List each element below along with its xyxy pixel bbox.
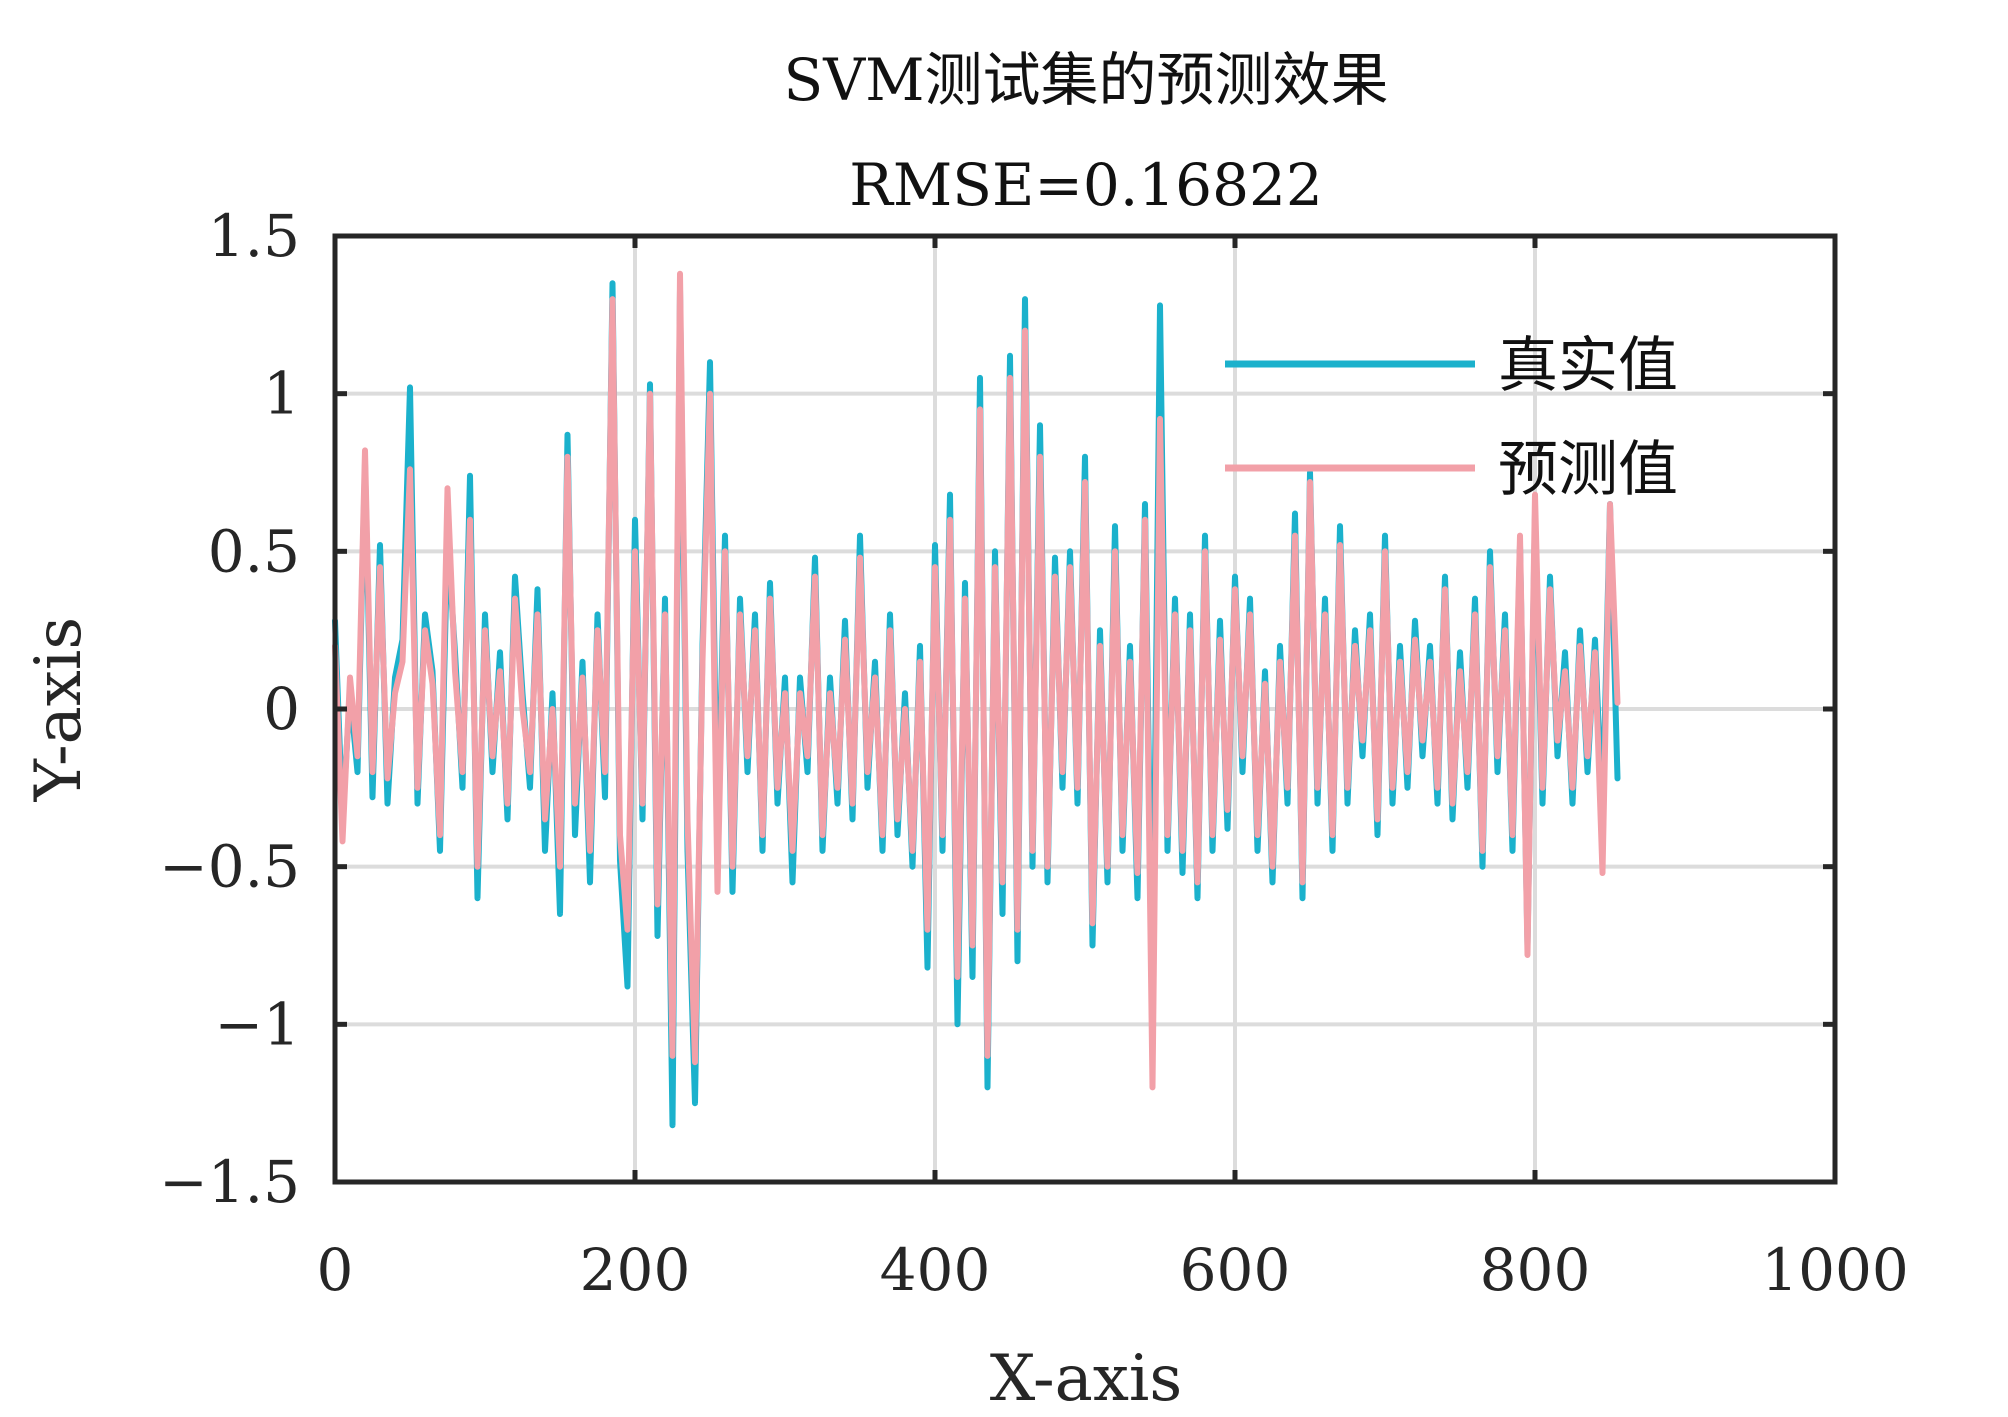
y-tick-label: −0.5 <box>159 833 300 901</box>
y-tick-label: 1 <box>263 360 300 428</box>
x-axis-label: X-axis <box>990 1342 1182 1416</box>
legend: 真实值 预测值 <box>1225 331 1678 505</box>
x-tick-label: 800 <box>1480 1236 1591 1304</box>
y-tick-label: 0 <box>263 675 300 743</box>
y-tick-label: 1.5 <box>208 202 300 270</box>
x-tick-labels: 0 200 400 600 800 1000 <box>317 1236 1909 1304</box>
y-tick-label: 0.5 <box>208 517 300 585</box>
legend-label-predicted-values: 预测值 <box>1498 435 1678 505</box>
chart-subtitle: RMSE=0.16822 <box>849 151 1323 219</box>
x-tick-label: 600 <box>1180 1236 1291 1304</box>
y-tick-labels: −1.5 −1 −0.5 0 0.5 1 1.5 <box>159 202 300 1216</box>
x-tick-label: 1000 <box>1761 1236 1909 1304</box>
y-tick-label: −1.5 <box>159 1148 300 1216</box>
y-axis-label: Y-axis <box>22 617 96 802</box>
predicted-values-line <box>332 270 1621 1091</box>
ticks <box>332 233 1838 1185</box>
plot-area <box>332 270 1621 1129</box>
y-tick-label: −1 <box>215 990 301 1058</box>
x-tick-label: 0 <box>317 1236 354 1304</box>
x-tick-label: 200 <box>580 1236 691 1304</box>
legend-label-true-values: 真实值 <box>1498 331 1678 401</box>
chart-title: SVM测试集的预测效果 <box>783 46 1388 114</box>
x-tick-label: 400 <box>880 1236 991 1304</box>
